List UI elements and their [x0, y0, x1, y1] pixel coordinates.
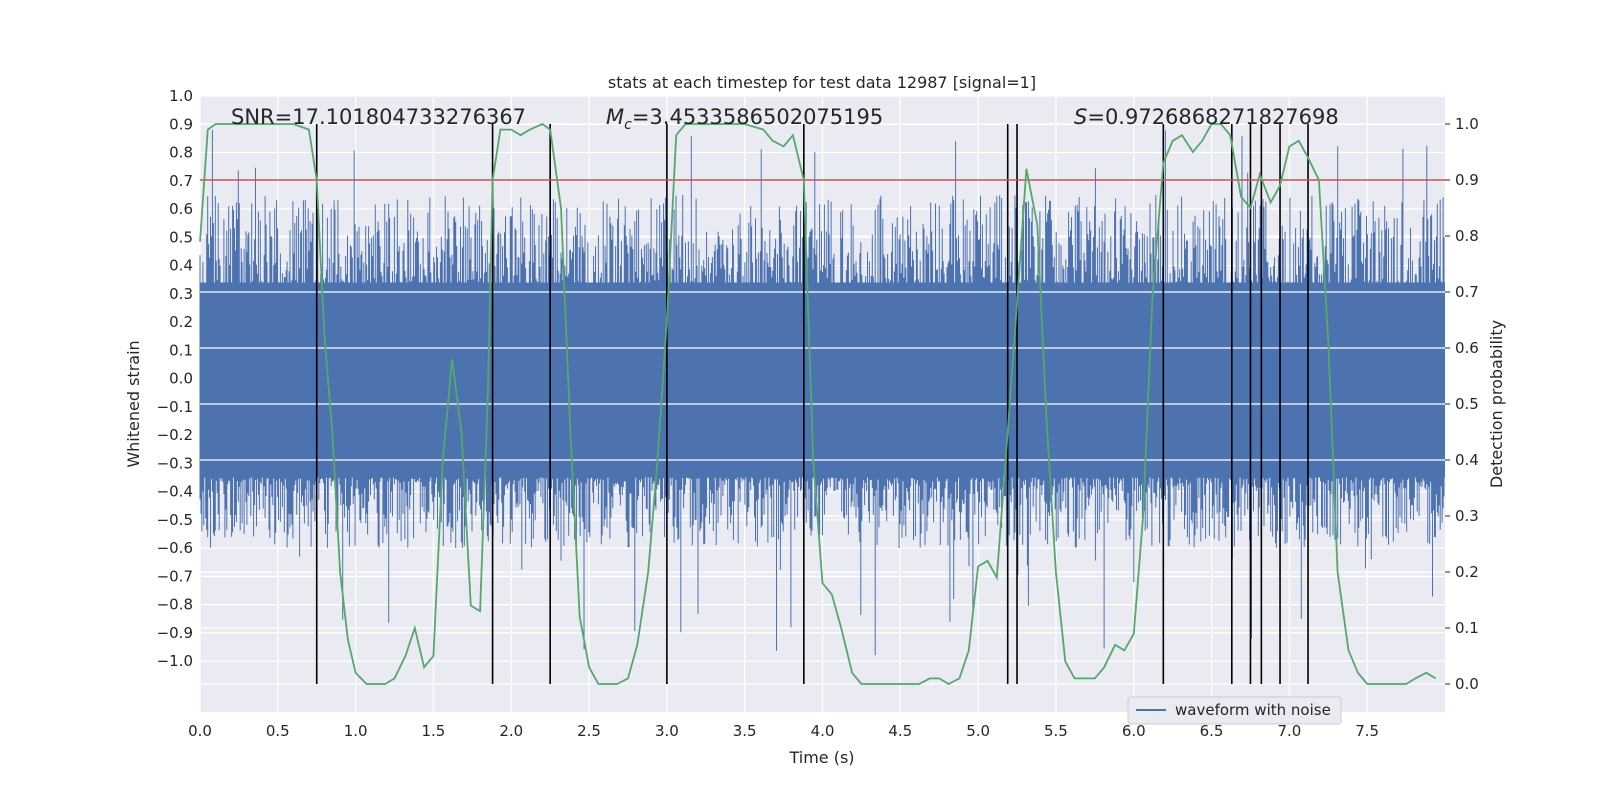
tick-labels: 0.0 0.5 1.0 1.5 2.0 2.5 3.0 3.5 4.0 4.5 5.0 5.5 6.0 6…	[157, 87, 1479, 740]
s-annotation: S=0.9726868271827698	[1074, 105, 1339, 129]
y-axis-label-left: Whitened strain	[124, 340, 143, 467]
x-tick-label: 2.0	[499, 722, 523, 740]
x-tick-label: 5.5	[1044, 722, 1068, 740]
x-tick-label: 0.5	[266, 722, 290, 740]
x-tick-label: 7.0	[1277, 722, 1301, 740]
y-right-tick-label: 1.0	[1455, 115, 1479, 133]
y-right-tick-label: 0.6	[1455, 339, 1479, 357]
y-left-tick-label: −0.5	[157, 511, 193, 529]
y-left-tick-label: 0.1	[169, 341, 193, 359]
y-left-tick-label: 1.0	[169, 87, 193, 105]
y-right-tick-label: 0.0	[1455, 675, 1479, 693]
s-symbol: S	[1074, 105, 1087, 129]
x-tick-label: 3.0	[655, 722, 679, 740]
s-value: =0.9726868271827698	[1087, 105, 1338, 129]
probability-line	[199, 122, 1437, 686]
y-right-tick-label: 0.9	[1455, 171, 1479, 189]
chirp-mass-value: =3.4533586502075195	[632, 105, 883, 129]
y-left-tick-label: 0.9	[169, 115, 193, 133]
waveform-series	[199, 130, 1445, 656]
chirp-mass-annotation: Mc=3.4533586502075195	[606, 105, 883, 133]
probability-series	[199, 122, 1437, 686]
y-right-tick-label: 0.4	[1455, 451, 1479, 469]
x-tick-label: 1.0	[344, 722, 368, 740]
y-left-tick-label: −0.7	[157, 567, 193, 585]
y-left-tick-label: 0.2	[169, 313, 193, 331]
y-left-tick-label: 0.7	[169, 172, 193, 190]
y-left-tick-label: −0.4	[157, 483, 193, 501]
x-tick-label: 1.5	[422, 722, 446, 740]
y-right-tick-label: 0.2	[1455, 563, 1479, 581]
legend: waveform with noise	[1127, 696, 1342, 725]
y-right-tick-label: 0.7	[1455, 283, 1479, 301]
x-tick-label: 6.0	[1122, 722, 1146, 740]
legend-label: waveform with noise	[1175, 701, 1331, 719]
x-tick-label: 4.0	[811, 722, 835, 740]
snr-annotation: SNR=17.101804733276367	[231, 105, 526, 129]
x-tick-label: 4.5	[888, 722, 912, 740]
x-tick-label: 3.5	[733, 722, 757, 740]
y-left-tick-label: −0.2	[157, 426, 193, 444]
y-left-tick-label: 0.8	[169, 144, 193, 162]
chirp-mass-symbol: M	[606, 105, 624, 129]
y-left-tick-label: 0.4	[169, 257, 193, 275]
y-left-tick-label: 0.3	[169, 285, 193, 303]
x-tick-label: 0.0	[188, 722, 212, 740]
y-left-tick-label: 0.6	[169, 200, 193, 218]
y-left-tick-label: −1.0	[157, 652, 193, 670]
y-left-tick-label: −0.3	[157, 454, 193, 472]
x-tick-label: 7.5	[1355, 722, 1379, 740]
detection-vertical-lines	[315, 124, 1309, 684]
y-left-tick-label: −0.9	[157, 624, 193, 642]
y-right-tick-label: 0.1	[1455, 619, 1479, 637]
waveform-trace	[199, 130, 1445, 656]
x-axis-label: Time (s)	[788, 748, 854, 767]
y-left-tick-label: −0.1	[157, 398, 193, 416]
x-tick-label: 2.5	[577, 722, 601, 740]
y-left-tick-label: −0.6	[157, 539, 193, 557]
y-right-tick-label: 0.5	[1455, 395, 1479, 413]
y-axis-label-right: Detection probability	[1487, 320, 1506, 488]
y-left-tick-label: 0.0	[169, 370, 193, 388]
y-right-tick-label: 0.3	[1455, 507, 1479, 525]
y-left-tick-label: −0.8	[157, 596, 193, 614]
x-tick-label: 6.5	[1200, 722, 1224, 740]
y-left-tick-label: 0.5	[169, 228, 193, 246]
chirp-mass-subscript: c	[624, 117, 632, 133]
x-tick-label: 5.0	[966, 722, 990, 740]
legend-box	[1127, 696, 1342, 725]
chart-title: stats at each timestep for test data 129…	[608, 73, 1036, 92]
y-right-tick-label: 0.8	[1455, 227, 1479, 245]
